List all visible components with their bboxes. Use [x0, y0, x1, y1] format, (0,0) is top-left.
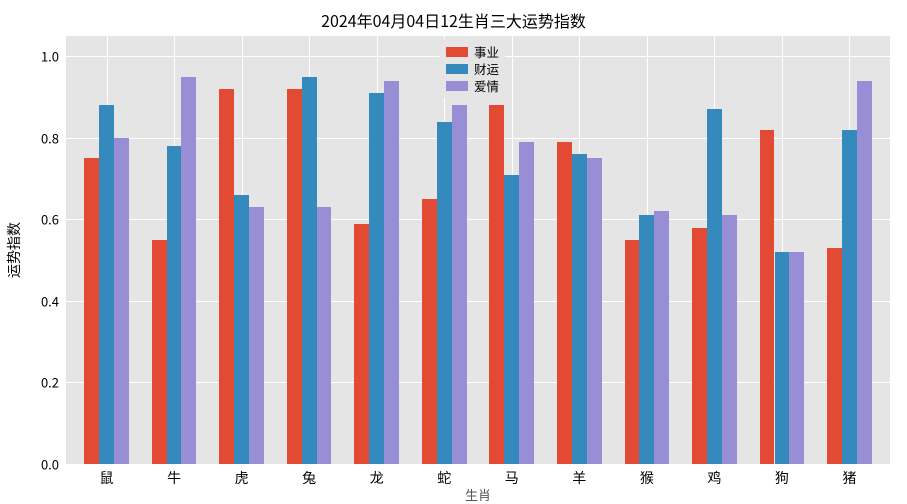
bar-事业	[557, 142, 572, 464]
x-tick-label: 猪	[842, 468, 856, 488]
y-tick-label: 0.0	[41, 455, 59, 474]
bar-事业	[152, 240, 167, 464]
bar-财运	[572, 154, 587, 464]
legend-item: 爱情	[446, 77, 499, 94]
bar-财运	[302, 77, 317, 464]
legend-item: 事业	[446, 43, 499, 60]
bar-爱情	[519, 142, 534, 464]
bar-事业	[219, 89, 234, 464]
x-tick-label: 狗	[775, 468, 789, 488]
x-tick-label: 马	[505, 468, 519, 488]
bar-爱情	[384, 81, 399, 464]
x-tick-label: 虎	[235, 468, 249, 488]
legend-label: 事业	[474, 43, 499, 60]
x-tick-label: 猴	[640, 468, 654, 488]
bar-事业	[692, 228, 707, 464]
bar-爱情	[654, 211, 669, 464]
y-tick-label: 0.6	[41, 210, 59, 229]
chart-title: 2024年04月04日12生肖三大运势指数	[0, 8, 907, 32]
y-tick-label: 0.4	[41, 291, 59, 310]
bar-财运	[707, 109, 722, 464]
plot-area: 事业财运爱情	[66, 36, 890, 464]
bar-事业	[827, 248, 842, 464]
bar-财运	[234, 195, 249, 464]
y-axis-label: 运势指数	[4, 222, 24, 278]
bar-爱情	[181, 77, 196, 464]
y-tick-label: 0.2	[41, 373, 59, 392]
legend-label: 爱情	[474, 77, 499, 94]
bar-爱情	[722, 215, 737, 464]
x-tick-label: 鸡	[707, 468, 721, 488]
bar-财运	[504, 175, 519, 464]
bar-爱情	[452, 105, 467, 464]
bar-事业	[287, 89, 302, 464]
legend-swatch	[446, 47, 468, 57]
bar-财运	[369, 93, 384, 464]
bar-爱情	[249, 207, 264, 464]
bar-事业	[760, 130, 775, 464]
bar-爱情	[587, 158, 602, 464]
bar-财运	[775, 252, 790, 464]
x-tick-label: 牛	[167, 468, 181, 488]
legend-label: 财运	[474, 60, 499, 77]
x-tick-label: 龙	[370, 468, 384, 488]
legend: 事业财运爱情	[440, 39, 505, 98]
figure: 2024年04月04日12生肖三大运势指数 事业财运爱情 运势指数 生肖 0.0…	[0, 0, 907, 500]
bar-爱情	[114, 138, 129, 464]
bar-财运	[639, 215, 654, 464]
bar-爱情	[789, 252, 804, 464]
bar-事业	[84, 158, 99, 464]
x-tick-label: 鼠	[100, 468, 114, 488]
bar-爱情	[857, 81, 872, 464]
bar-财运	[437, 122, 452, 464]
x-tick-label: 羊	[572, 468, 586, 488]
grid-line-h	[66, 464, 890, 465]
x-tick-label: 兔	[302, 468, 316, 488]
bar-财运	[99, 105, 114, 464]
legend-swatch	[446, 81, 468, 91]
bar-财运	[842, 130, 857, 464]
x-tick-label: 蛇	[437, 468, 451, 488]
legend-swatch	[446, 64, 468, 74]
bar-事业	[625, 240, 640, 464]
legend-item: 财运	[446, 60, 499, 77]
bar-财运	[167, 146, 182, 464]
y-tick-label: 1.0	[41, 47, 59, 66]
y-tick-label: 0.8	[41, 128, 59, 147]
bar-爱情	[317, 207, 332, 464]
bar-事业	[489, 105, 504, 464]
bar-事业	[422, 199, 437, 464]
bar-事业	[354, 224, 369, 464]
x-axis-label: 生肖	[465, 485, 491, 504]
